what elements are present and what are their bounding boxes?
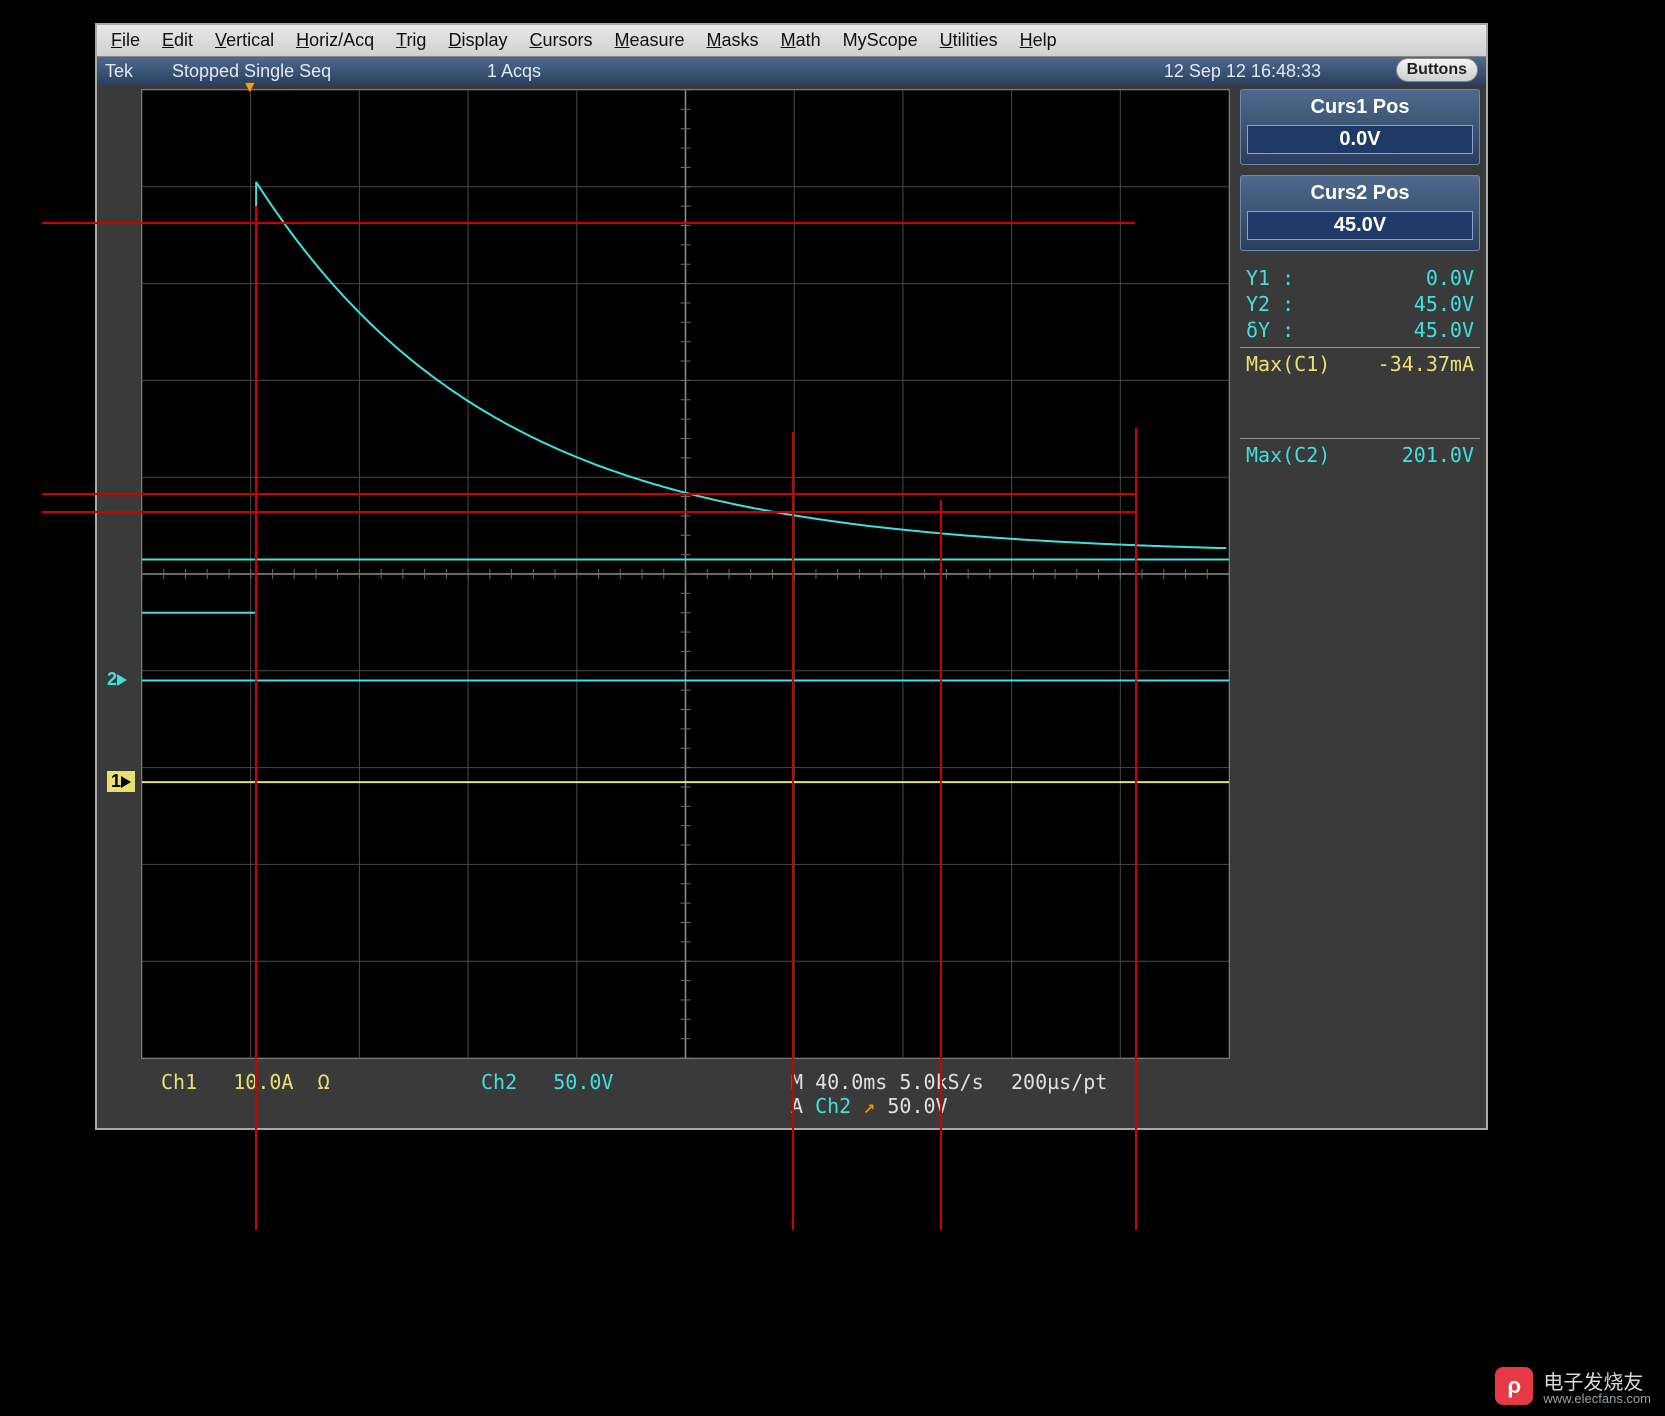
watermark-url: www.elecfans.com bbox=[1543, 1391, 1651, 1406]
trigger-marker-icon: ▼ bbox=[242, 79, 258, 97]
ch1-marker: 1 bbox=[107, 771, 135, 792]
cursor2-value: 45.0V bbox=[1247, 211, 1473, 240]
overlay-hline bbox=[42, 222, 1135, 224]
brand-label: Tek bbox=[105, 61, 133, 82]
menu-masks[interactable]: Masks bbox=[707, 30, 759, 51]
cursor2-box[interactable]: Curs2 Pos 45.0V bbox=[1240, 175, 1480, 251]
menu-edit[interactable]: Edit bbox=[162, 30, 193, 51]
arrow-right-icon bbox=[121, 776, 131, 788]
timestamp-label: 12 Sep 12 16:48:33 bbox=[1164, 61, 1321, 82]
overlay-hline bbox=[42, 493, 1135, 495]
ch2-scale-label: Ch2 50.0V bbox=[481, 1070, 613, 1094]
buttons-toggle[interactable]: Buttons bbox=[1396, 58, 1478, 82]
watermark-icon: ρ bbox=[1495, 1367, 1533, 1405]
footer-readout: Ch1 10.0A Ω Ch2 50.0V M 40.0ms 5.0kS/s 2… bbox=[141, 1068, 1230, 1118]
menu-utilities[interactable]: Utilities bbox=[940, 30, 998, 51]
plot-svg bbox=[141, 89, 1230, 1059]
cursor-readout: Y1 :0.0V Y2 :45.0V δY :45.0V bbox=[1240, 261, 1480, 347]
menu-math[interactable]: Math bbox=[781, 30, 821, 51]
overlay-vline bbox=[792, 432, 794, 1230]
trigger-label: A Ch2 ↗ 50.0V bbox=[791, 1094, 948, 1118]
cursor2-title: Curs2 Pos bbox=[1247, 182, 1473, 205]
watermark: ρ 电子发烧友 www.elecfans.com bbox=[1495, 1366, 1651, 1406]
resolution-label: 200µs/pt bbox=[1011, 1070, 1107, 1094]
menu-help[interactable]: Help bbox=[1020, 30, 1057, 51]
acqs-label: 1 Acqs bbox=[487, 61, 541, 82]
overlay-vline bbox=[255, 206, 257, 1230]
menu-myscope[interactable]: MyScope bbox=[843, 30, 918, 51]
menu-file[interactable]: File bbox=[111, 30, 140, 51]
ch1-scale-label: Ch1 10.0A Ω bbox=[161, 1070, 330, 1094]
menu-vertical[interactable]: Vertical bbox=[215, 30, 274, 51]
cursor1-box[interactable]: Curs1 Pos 0.0V bbox=[1240, 89, 1480, 165]
overlay-vline bbox=[940, 500, 942, 1230]
menu-trig[interactable]: Trig bbox=[396, 30, 426, 51]
menu-cursors[interactable]: Cursors bbox=[529, 30, 592, 51]
status-bar: Tek Stopped Single Seq 1 Acqs 12 Sep 12 … bbox=[97, 57, 1486, 85]
cursor1-value: 0.0V bbox=[1247, 125, 1473, 154]
ch2-marker: 2 bbox=[107, 669, 127, 690]
plot-area: ▼ 1 2 bbox=[141, 89, 1230, 1059]
right-panel: Curs1 Pos 0.0V Curs2 Pos 45.0V Y1 :0.0V … bbox=[1240, 89, 1480, 471]
menu-horizacq[interactable]: Horiz/Acq bbox=[296, 30, 374, 51]
menu-measure[interactable]: Measure bbox=[615, 30, 685, 51]
overlay-hline bbox=[42, 511, 1135, 513]
max-c1-row: Max(C1)-34.37mA bbox=[1240, 347, 1480, 380]
overlay-vline bbox=[1135, 428, 1137, 1230]
arrow-right-icon bbox=[117, 674, 127, 686]
menu-display[interactable]: Display bbox=[448, 30, 507, 51]
menubar: File Edit Vertical Horiz/Acq Trig Display Curs… bbox=[97, 25, 1486, 57]
timebase-label: M 40.0ms 5.0kS/s bbox=[791, 1070, 984, 1094]
max-c2-row: Max(C2)201.0V bbox=[1240, 438, 1480, 471]
cursor1-title: Curs1 Pos bbox=[1247, 96, 1473, 119]
